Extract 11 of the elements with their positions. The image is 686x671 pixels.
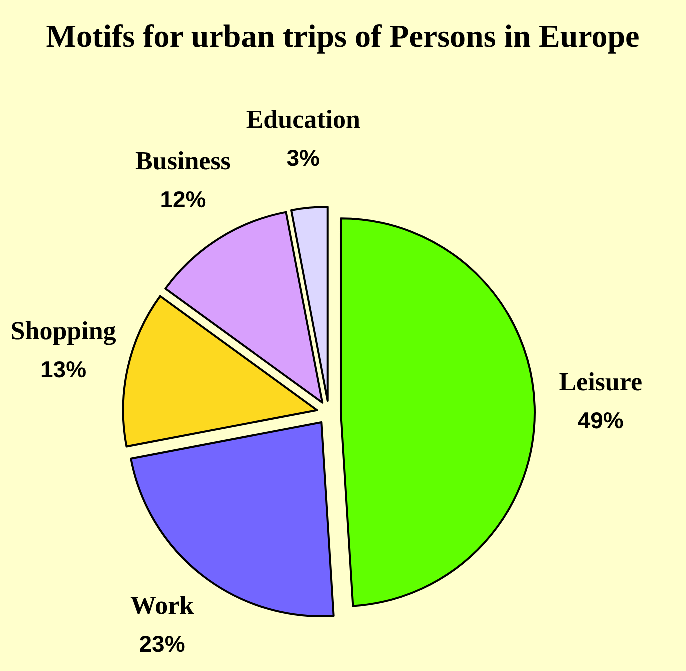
slice-label: Education (246, 105, 362, 134)
data-label: 23% (139, 630, 186, 657)
data-label: 13% (40, 356, 87, 383)
data-label: 3% (286, 145, 320, 172)
data-label: 49% (578, 407, 624, 434)
slice-label: Business (136, 146, 231, 176)
slice-label: Work (130, 590, 195, 620)
chart-title: Motifs for urban trips of Persons in Europe (46, 18, 640, 54)
data-label: 12% (160, 186, 206, 212)
slice-label: Shopping (10, 316, 116, 346)
slice-label: Leisure (559, 367, 643, 396)
